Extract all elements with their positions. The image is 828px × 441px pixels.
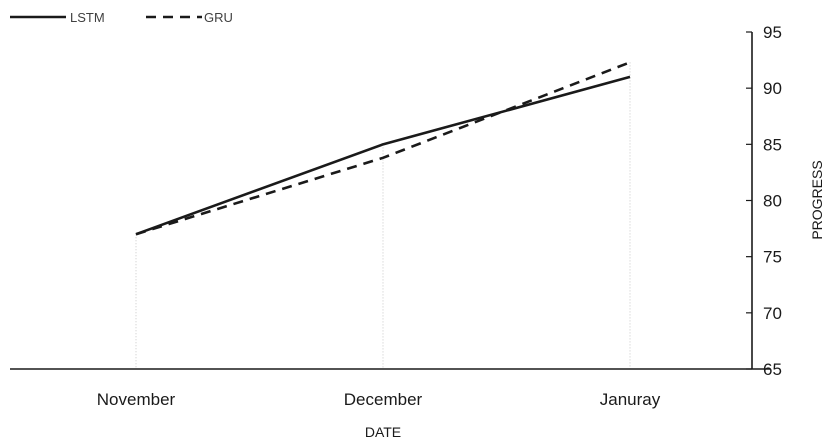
series-line-gru	[135, 61, 631, 236]
y-tick-label: 70	[763, 304, 782, 323]
x-tick-label: Januray	[600, 390, 661, 409]
legend-item-lstm: LSTM	[10, 10, 105, 25]
axes	[10, 31, 770, 370]
x-tick-label: December	[344, 390, 423, 409]
y-tick-label: 75	[763, 248, 782, 267]
drop-lines	[135, 62, 631, 369]
y-tick-labels: 65 70 75 80 85 90 95	[763, 23, 782, 379]
x-axis-title: DATE	[365, 424, 401, 440]
y-tick-label: 95	[763, 23, 782, 42]
y-tick-label: 80	[763, 192, 782, 211]
x-tick-labels: November December Januray	[97, 390, 661, 409]
x-tick-label: November	[97, 390, 176, 409]
series-line-lstm	[135, 75, 631, 236]
legend-label-lstm: LSTM	[70, 10, 105, 25]
y-axis-title: PROGRESS	[809, 160, 825, 239]
legend-label-gru: GRU	[204, 10, 233, 25]
legend-item-gru: GRU	[146, 10, 233, 25]
y-tick-label: 65	[763, 360, 782, 379]
y-tick-label: 85	[763, 135, 782, 154]
legend: LSTM GRU	[10, 10, 233, 25]
series-layer	[135, 61, 631, 236]
y-tick-label: 90	[763, 79, 782, 98]
